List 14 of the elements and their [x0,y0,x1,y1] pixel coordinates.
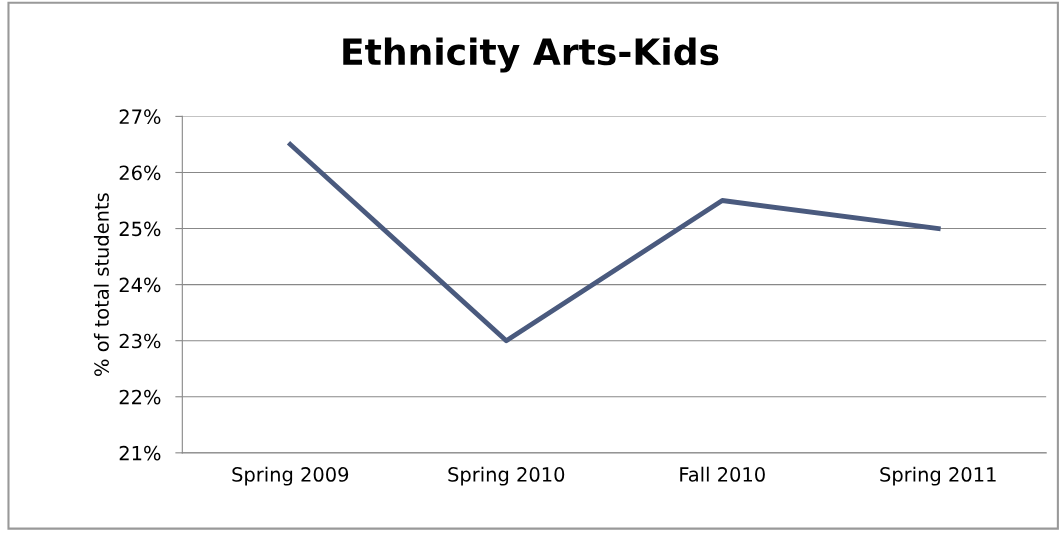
y-tick-label: 27% [119,109,161,125]
x-tick-label: Spring 2009 [232,466,349,486]
y-axis-title: % of total students [93,193,109,376]
line-series [287,142,941,344]
y-tick-label: 25% [119,221,161,237]
y-tick-label: 21% [119,445,161,461]
y-tick-label: 22% [119,389,161,405]
chart-title: Ethnicity Arts-Kids [343,37,719,73]
x-tick-label: Spring 2011 [880,466,996,486]
y-tick-label: 26% [119,165,161,181]
y-tick-label: 23% [119,333,161,349]
x-tick-label: Spring 2010 [448,466,565,486]
x-tick-label: Fall 2010 [680,466,765,482]
y-tick-label: 24% [119,277,161,293]
